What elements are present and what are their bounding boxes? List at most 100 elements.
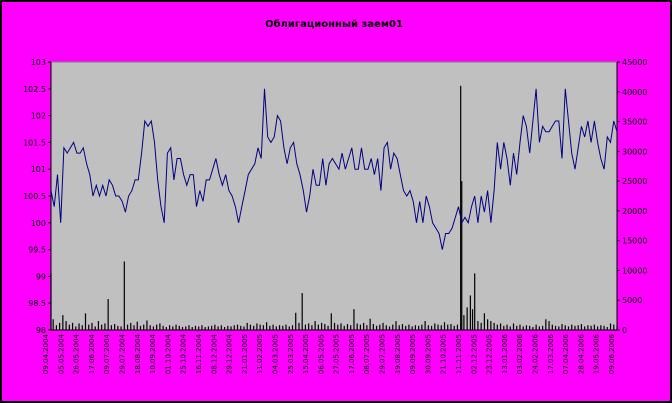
right-tick-label: 25000	[622, 177, 647, 186]
x-tick-label: 09.06.2006	[608, 333, 616, 374]
volume-bar	[379, 324, 381, 330]
volume-bar	[207, 326, 210, 330]
x-tick-label: 25.03.2005	[287, 334, 295, 374]
x-tick-label: 24.02.2006	[532, 333, 540, 374]
right-tick-label: 0	[622, 326, 627, 335]
volume-bar	[395, 321, 397, 330]
volume-bar	[88, 324, 90, 330]
volume-bar	[443, 322, 446, 330]
x-tick-label: 23.12.2005	[486, 334, 494, 374]
x-tick-label: 27.05.2005	[333, 334, 341, 374]
left-tick-label: 100	[31, 219, 46, 228]
volume-bar	[327, 325, 329, 330]
x-tick-label: 11.02.2005	[256, 334, 264, 374]
volume-bar	[587, 325, 589, 330]
volume-bar	[185, 326, 187, 330]
volume-bar	[375, 325, 378, 330]
x-tick-label: 13.01.2006	[501, 333, 509, 374]
volume-bar	[463, 315, 465, 330]
volume-bar	[440, 325, 442, 330]
volume-bar	[411, 326, 413, 330]
x-tick-label: 08.12.2004	[210, 333, 218, 374]
volume-bar	[162, 325, 164, 330]
volume-bar	[97, 321, 100, 330]
volume-bar	[152, 326, 155, 330]
volume-bar	[609, 323, 612, 330]
volume-bar	[469, 295, 471, 330]
volume-bar	[233, 325, 235, 330]
volume-bar	[156, 324, 158, 330]
volume-bar	[346, 324, 349, 330]
volume-bar	[110, 325, 112, 330]
volume-bar	[78, 323, 80, 330]
volume-bar	[133, 325, 135, 330]
volume-bar	[330, 313, 332, 330]
volume-bar	[130, 322, 132, 330]
volume-bar	[143, 324, 145, 330]
x-tick-label: 17.06.2004	[88, 333, 96, 374]
volume-bar	[405, 325, 407, 330]
volume-bar	[275, 326, 277, 330]
volume-bar	[460, 85, 462, 330]
volume-bar	[230, 326, 232, 330]
x-tick-label: 16.11.2004	[195, 333, 203, 374]
volume-bar	[136, 321, 138, 330]
volume-bar	[178, 325, 180, 330]
x-tick-label: 21.10.2005	[440, 334, 448, 374]
x-tick-label: 05.05.2004	[57, 333, 65, 374]
volume-bar	[584, 326, 586, 330]
right-tick-label: 20000	[622, 207, 647, 216]
volume-bar	[437, 324, 439, 330]
volume-bar	[350, 325, 352, 330]
volume-bar	[55, 325, 57, 330]
volume-bar	[477, 321, 479, 330]
volume-bar	[84, 313, 87, 330]
volume-bar	[68, 324, 70, 330]
volume-bar	[291, 325, 294, 330]
volume-bar	[101, 324, 103, 330]
volume-bar	[81, 325, 83, 330]
volume-bar	[321, 322, 323, 330]
x-tick-label: 19.08.2005	[394, 334, 402, 374]
volume-bar	[522, 326, 524, 330]
volume-bar	[120, 326, 122, 330]
volume-bar	[516, 325, 518, 330]
left-tick-label: 103	[31, 58, 46, 67]
right-tick-label: 10000	[622, 266, 647, 275]
left-tick-label: 101	[31, 165, 46, 174]
volume-bar	[278, 325, 281, 330]
right-tick-label: 40000	[622, 88, 647, 97]
x-tick-label: 25.10.2004	[180, 333, 188, 374]
volume-bar	[453, 325, 455, 330]
volume-bar	[593, 324, 595, 330]
volume-bar	[548, 321, 550, 330]
volume-bar	[512, 323, 515, 330]
x-tick-label: 17.06.2005	[348, 334, 356, 374]
volume-bar	[337, 324, 339, 330]
left-tick-label: 102.5	[23, 85, 46, 94]
volume-bar	[223, 327, 226, 330]
volume-bar	[191, 327, 193, 330]
volume-bar	[94, 326, 96, 330]
x-tick-label: 08.07.2005	[363, 334, 371, 374]
volume-bar	[596, 326, 599, 330]
volume-bar	[266, 322, 268, 330]
volume-bar	[123, 261, 125, 330]
volume-bar	[301, 293, 303, 330]
volume-bar	[471, 309, 474, 330]
x-tick-label: 10.09.2004	[149, 333, 157, 374]
volume-bar	[493, 322, 495, 330]
x-tick-label: 02.12.2005	[470, 334, 478, 374]
volume-bar	[65, 321, 67, 330]
volume-bar	[535, 324, 537, 330]
volume-bar	[450, 324, 452, 330]
x-tick-label: 19.05.2006	[593, 333, 601, 374]
volume-bar	[340, 323, 342, 330]
right-tick-label: 45000	[622, 58, 647, 67]
volume-bar	[262, 325, 264, 330]
right-tick-label: 5000	[622, 296, 642, 305]
volume-bar	[304, 324, 307, 330]
volume-bar	[285, 324, 287, 330]
x-axis: 09.04.2004 05.05.2004 26.05.2004 17.06.2004…	[42, 329, 617, 374]
